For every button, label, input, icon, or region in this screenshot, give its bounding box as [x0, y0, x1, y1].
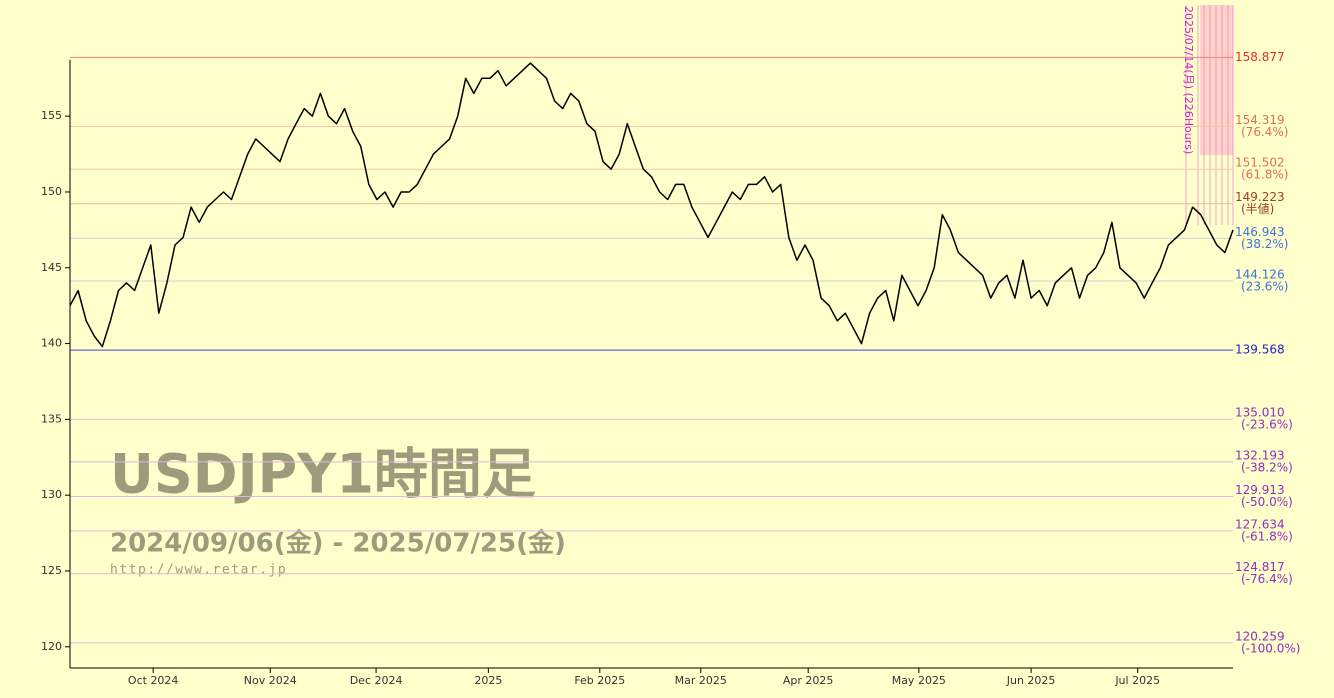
level-label: 158.877 — [1235, 50, 1285, 64]
level-note: (61.8%) — [1241, 168, 1288, 182]
x-tick-label: Feb 2025 — [574, 674, 625, 687]
level-label: 154.319 — [1235, 113, 1285, 127]
x-tick-label: Mar 2025 — [675, 674, 727, 687]
level-note: (-61.8%) — [1241, 530, 1293, 544]
level-label: 135.010 — [1235, 406, 1285, 420]
x-tick-label: Dec 2024 — [350, 674, 403, 687]
price-line — [69, 62, 1234, 348]
event-band — [1200, 5, 1233, 155]
level-note: (-50.0%) — [1241, 495, 1293, 509]
x-tick-label: Jun 2025 — [1006, 674, 1056, 687]
y-tick-label: 145 — [41, 261, 62, 274]
level-note: (-23.6%) — [1241, 418, 1293, 432]
level-label: 139.568 — [1235, 343, 1285, 357]
y-tick-label: 155 — [41, 109, 62, 122]
level-label: 127.634 — [1235, 518, 1285, 532]
event-lines — [1185, 5, 1234, 225]
y-tick-label: 135 — [41, 412, 62, 425]
watermark-title: USDJPY1時間足 — [110, 443, 536, 506]
event-label: 2025/07/14(月) (226Hours) — [1182, 6, 1195, 154]
level-note: (-38.2%) — [1241, 460, 1293, 474]
y-tick-label: 150 — [41, 185, 62, 198]
level-label: 146.943 — [1235, 225, 1285, 239]
level-note: (-100.0%) — [1241, 641, 1300, 655]
level-note: (38.2%) — [1241, 237, 1288, 251]
level-label: 132.193 — [1235, 448, 1285, 462]
y-tick-label: 120 — [41, 640, 62, 653]
watermark-url: http://www.retar.jp — [110, 563, 287, 578]
x-tick-label: 2025 — [474, 674, 502, 687]
watermark-period: 2024/09/06(金) - 2025/07/25(金) — [110, 528, 566, 559]
y-tick-label: 125 — [41, 564, 62, 577]
level-label: 120.259 — [1235, 629, 1285, 643]
x-tick-label: Oct 2024 — [128, 674, 179, 687]
level-note: (23.6%) — [1241, 280, 1288, 294]
x-tick-label: Nov 2024 — [244, 674, 297, 687]
x-tick-label: Apr 2025 — [783, 674, 834, 687]
y-tick-label: 140 — [41, 337, 62, 350]
level-label: 149.223 — [1235, 190, 1285, 204]
x-tick-label: Jul 2025 — [1114, 674, 1160, 687]
level-note: (-76.4%) — [1241, 572, 1293, 586]
level-label: 144.126 — [1235, 268, 1285, 282]
level-note: (半値) — [1241, 201, 1274, 216]
x-tick-label: May 2025 — [892, 674, 946, 687]
y-tick-label: 130 — [41, 488, 62, 501]
level-label: 151.502 — [1235, 156, 1285, 170]
level-label: 129.913 — [1235, 483, 1285, 497]
level-label: 124.817 — [1235, 560, 1285, 574]
level-note: (76.4%) — [1241, 125, 1288, 139]
